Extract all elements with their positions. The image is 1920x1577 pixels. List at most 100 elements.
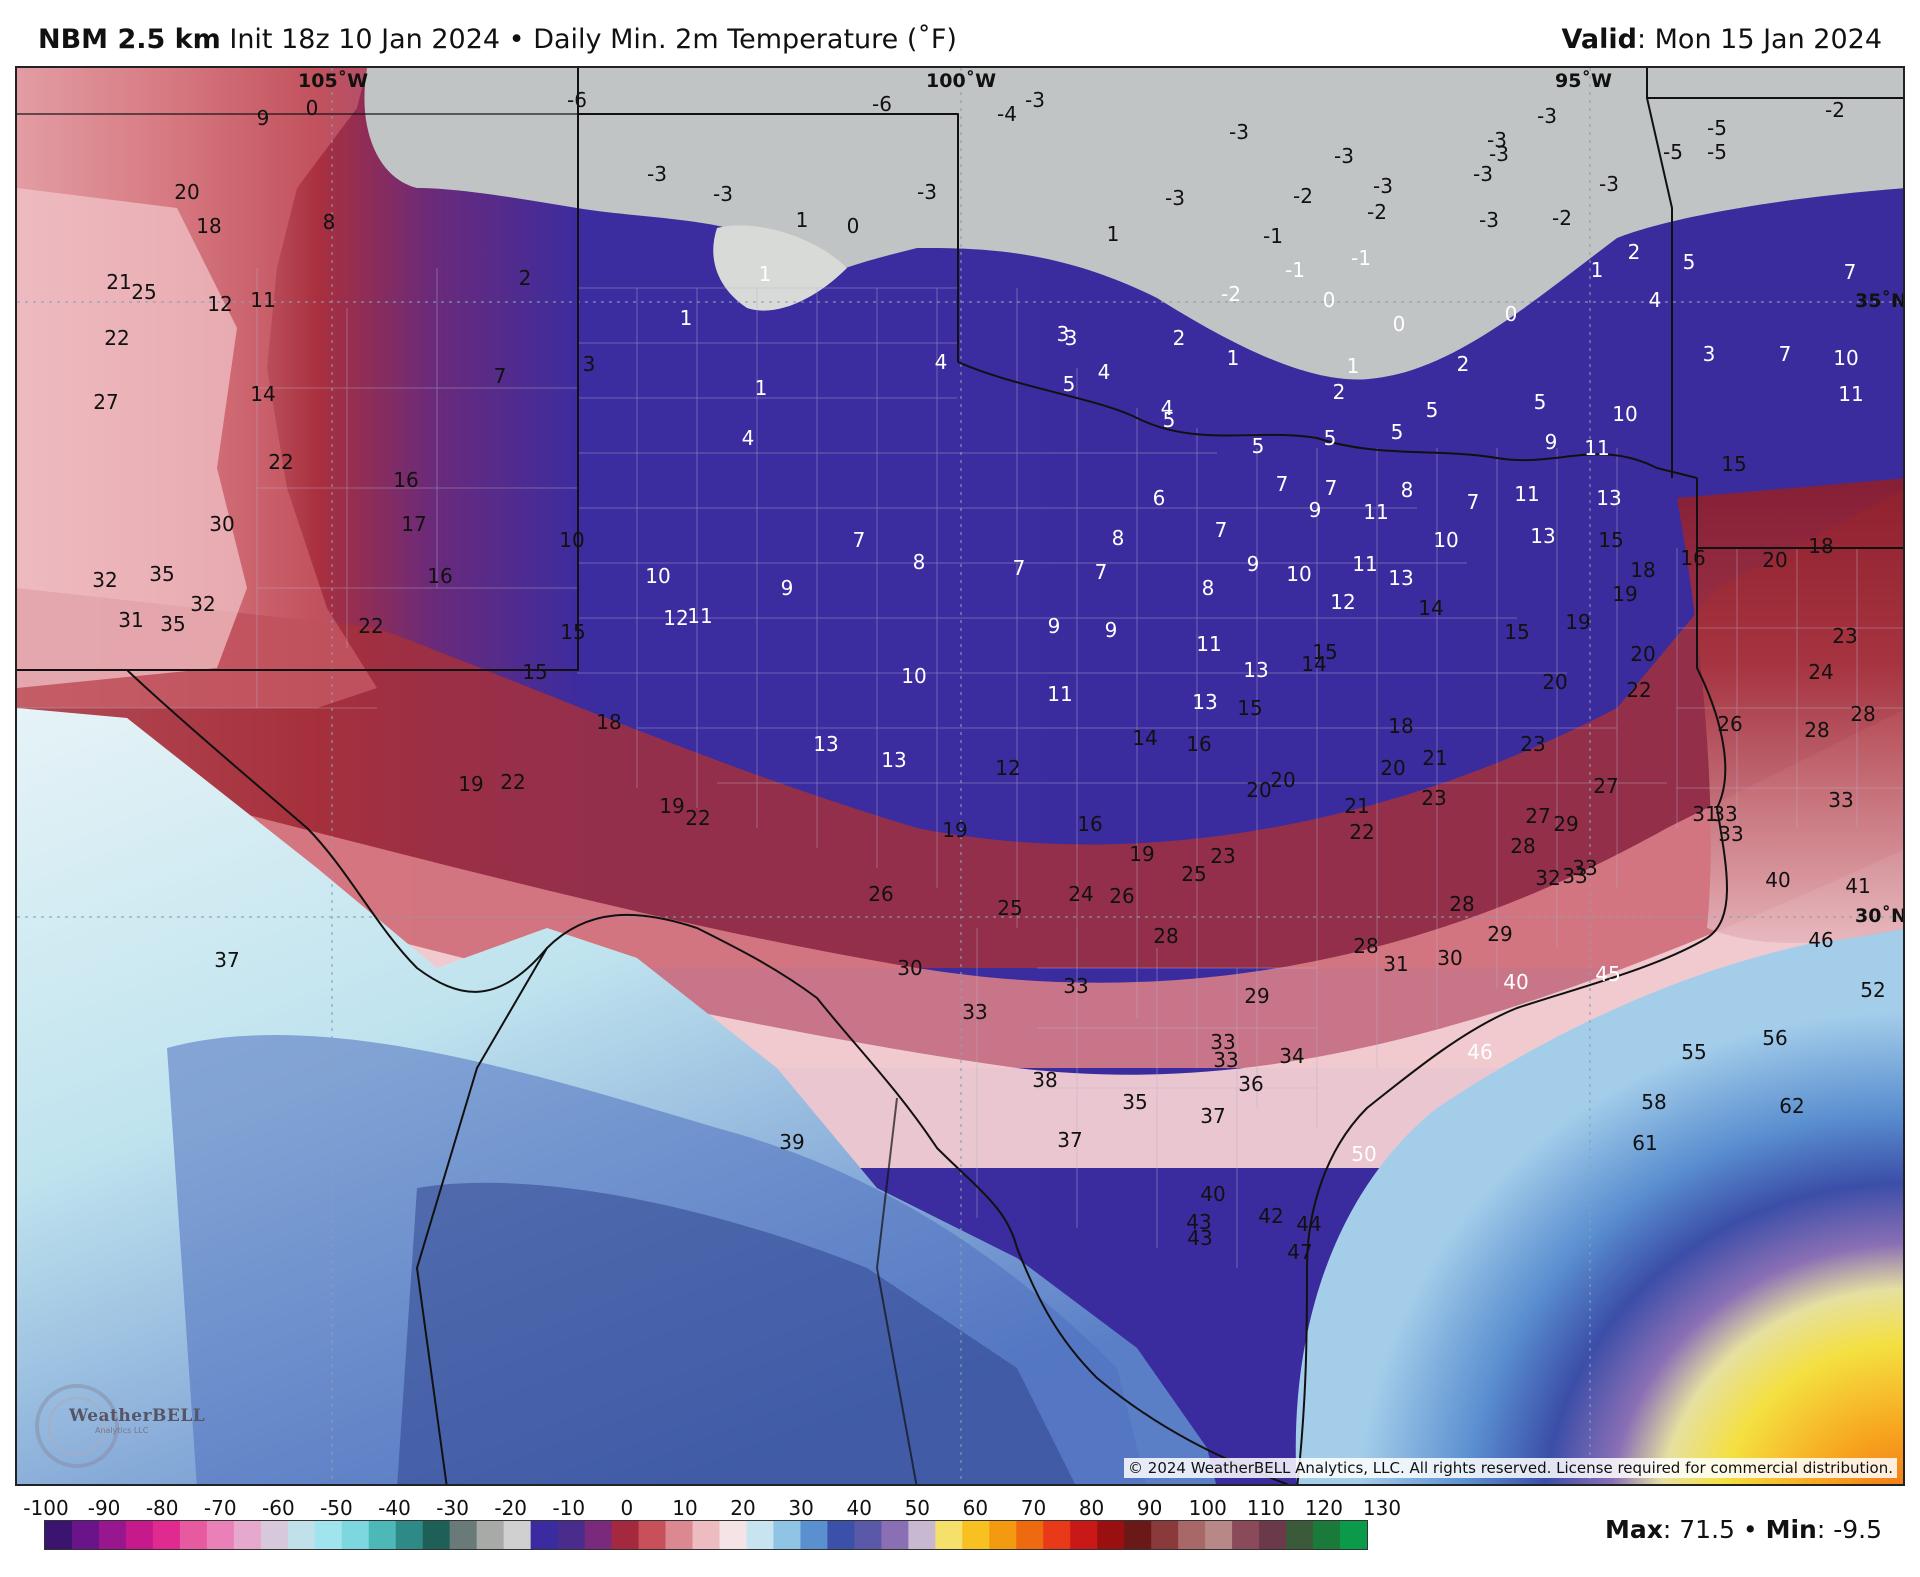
colorbar-segment bbox=[287, 1521, 316, 1549]
maxmin-separator: • bbox=[1742, 1515, 1758, 1544]
legend-tick-label: -70 bbox=[203, 1496, 237, 1520]
color-legend: -100 -90 -80 -70 -60 -50 -40 -30 -20 -10 0 10 20 30 40… bbox=[0, 1490, 1920, 1577]
legend-tick-label: 0 bbox=[620, 1496, 634, 1520]
legend-tick-label: 80 bbox=[1078, 1496, 1105, 1520]
legend-tick-label: -10 bbox=[552, 1496, 586, 1520]
colorbar-segment bbox=[530, 1521, 559, 1549]
max-label: Max bbox=[1605, 1515, 1663, 1544]
legend-tick-label: 40 bbox=[846, 1496, 872, 1520]
legend-tick-label: 50 bbox=[904, 1496, 931, 1520]
lon-label-100w: 100˚W bbox=[926, 70, 997, 92]
colorbar-segment bbox=[1259, 1521, 1287, 1549]
colorbar-segment bbox=[557, 1521, 586, 1549]
colorbar-segment bbox=[692, 1521, 720, 1549]
colorbar-segment bbox=[800, 1521, 828, 1549]
legend-tick-label: 10 bbox=[672, 1496, 698, 1520]
colorbar-segment bbox=[1178, 1521, 1206, 1549]
colorbar-segment bbox=[1016, 1521, 1044, 1549]
colorbar-segment bbox=[71, 1521, 100, 1549]
weatherbell-logo-mark bbox=[35, 1384, 119, 1468]
colorbar-segment bbox=[719, 1521, 747, 1549]
valid-value: : Mon 15 Jan 2024 bbox=[1636, 24, 1882, 55]
lat-label-35n: 35˚N bbox=[1855, 290, 1905, 312]
colorbar-segment bbox=[1286, 1521, 1314, 1549]
model-name: NBM 2.5 km bbox=[38, 24, 221, 55]
colorbar-segment bbox=[341, 1521, 370, 1549]
legend-tick-label: 20 bbox=[730, 1496, 756, 1520]
colorbar-segment bbox=[125, 1521, 154, 1549]
colorbar-segment bbox=[206, 1521, 235, 1549]
colorbar-segment bbox=[179, 1521, 208, 1549]
colorbar-segment bbox=[1205, 1521, 1233, 1549]
colorbar-segment bbox=[476, 1521, 505, 1549]
colorbar-segment bbox=[449, 1521, 478, 1549]
map-title: NBM 2.5 km Init 18z 10 Jan 2024 • Daily … bbox=[38, 24, 957, 55]
colorbar-segment bbox=[260, 1521, 289, 1549]
colorbar-segment bbox=[746, 1521, 774, 1549]
colorbar-segment bbox=[1340, 1521, 1367, 1549]
colorbar-segment bbox=[45, 1521, 73, 1549]
colorbar-segment bbox=[98, 1521, 127, 1549]
legend-tick-label: -100 bbox=[23, 1496, 69, 1520]
legend-tick-label: -20 bbox=[494, 1496, 528, 1520]
legend-tick-label: 130 bbox=[1362, 1496, 1402, 1520]
legend-tick-label: 110 bbox=[1246, 1496, 1285, 1520]
colorbar-segment bbox=[1313, 1521, 1341, 1549]
colorbar-segment bbox=[881, 1521, 909, 1549]
colorbar-segment bbox=[368, 1521, 397, 1549]
legend-tick-label: 90 bbox=[1136, 1496, 1163, 1520]
copyright-notice: © 2024 WeatherBELL Analytics, LLC. All r… bbox=[1124, 1458, 1897, 1478]
colorbar-segment bbox=[773, 1521, 801, 1549]
lon-label-105w: 105˚W bbox=[298, 70, 369, 92]
valid-time: Valid: Mon 15 Jan 2024 bbox=[1561, 24, 1882, 55]
colorbar-segment bbox=[503, 1521, 532, 1549]
init-time: Init 18z 10 Jan 2024 bbox=[229, 24, 501, 55]
colorbar-segment bbox=[584, 1521, 613, 1549]
max-min-readout: Max: 71.5 • Min: -9.5 bbox=[1605, 1515, 1882, 1544]
lat-label-30n: 30˚N bbox=[1855, 905, 1905, 927]
temperature-map[interactable]: 9 0 -6 -6 -3 -4 -3 -3 -3 -3 -3 -3 -3 -2 -5 -5 -5 20 18 8 -3-… bbox=[15, 66, 1905, 1486]
legend-tick-label: 70 bbox=[1020, 1496, 1047, 1520]
max-value: : 71.5 bbox=[1662, 1515, 1735, 1544]
product-name: Daily Min. 2m Temperature (˚F) bbox=[533, 24, 957, 55]
logo-text: WeatherBELL bbox=[69, 1406, 206, 1426]
colorbar-segment bbox=[962, 1521, 990, 1549]
colorbar-segment bbox=[1124, 1521, 1152, 1549]
colorbar-segment bbox=[1070, 1521, 1098, 1549]
legend-tick-label: -30 bbox=[436, 1496, 469, 1520]
colorbar-segment bbox=[665, 1521, 694, 1549]
temperature-field bbox=[17, 68, 1903, 1484]
colorbar bbox=[44, 1520, 1368, 1550]
colorbar-segment bbox=[422, 1521, 451, 1549]
min-label: Min bbox=[1765, 1515, 1817, 1544]
colorbar-segment bbox=[233, 1521, 262, 1549]
colorbar-segment bbox=[989, 1521, 1017, 1549]
weatherbell-logo: WeatherBELL Analytics LLC bbox=[31, 1378, 205, 1458]
legend-tick-label: 100 bbox=[1188, 1496, 1227, 1520]
legend-tick-label: -50 bbox=[320, 1496, 353, 1520]
colorbar-segment bbox=[1232, 1521, 1260, 1549]
map-header: NBM 2.5 km Init 18z 10 Jan 2024 • Daily … bbox=[0, 0, 1920, 66]
colorbar-segment bbox=[395, 1521, 424, 1549]
colorbar-segment bbox=[611, 1521, 640, 1549]
colorbar-segment bbox=[152, 1521, 181, 1549]
legend-tick-label: -90 bbox=[87, 1496, 121, 1520]
colorbar-segment bbox=[854, 1521, 882, 1549]
colorbar-segment bbox=[1097, 1521, 1125, 1549]
legend-tick-label: 120 bbox=[1304, 1496, 1343, 1520]
valid-label: Valid bbox=[1561, 24, 1637, 55]
min-value: : -9.5 bbox=[1816, 1515, 1882, 1544]
legend-tick-label: 60 bbox=[962, 1496, 989, 1520]
legend-tick-label: -40 bbox=[378, 1496, 411, 1520]
colorbar-segment bbox=[638, 1521, 667, 1549]
colorbar-segment bbox=[314, 1521, 343, 1549]
legend-tick-label: -80 bbox=[145, 1496, 179, 1520]
colorbar-segment bbox=[908, 1521, 936, 1549]
lon-label-95w: 95˚W bbox=[1555, 70, 1612, 92]
title-separator: • bbox=[508, 24, 525, 55]
colorbar-segment bbox=[1151, 1521, 1179, 1549]
colorbar-segment bbox=[935, 1521, 963, 1549]
colorbar-segment bbox=[1043, 1521, 1071, 1549]
legend-tick-label: 30 bbox=[788, 1496, 814, 1520]
logo-subtext: Analytics LLC bbox=[95, 1426, 149, 1435]
